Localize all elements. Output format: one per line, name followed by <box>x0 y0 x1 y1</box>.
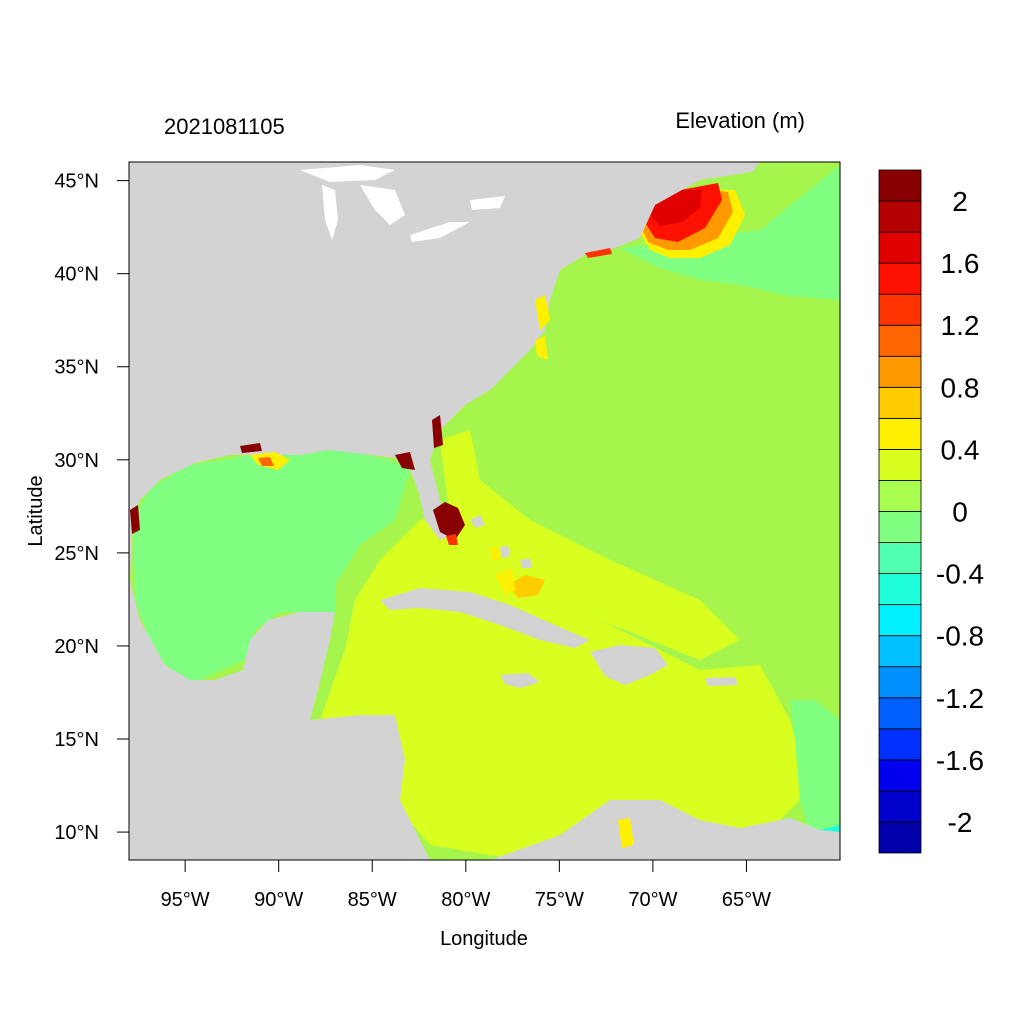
y-tick-label: 25°N <box>54 543 99 565</box>
colorbar-tick-label: 0.4 <box>941 434 980 465</box>
puerto-rico-land <box>705 677 738 686</box>
x-tick-label: 95°W <box>161 889 210 911</box>
y-tick-label: 45°N <box>54 171 99 193</box>
colorbar-tick-label: 2 <box>952 186 968 217</box>
x-tick-label: 65°W <box>722 889 771 911</box>
louisiana-coast-core <box>258 457 274 466</box>
great-lakes <box>300 165 505 242</box>
panhandle-coast-surge <box>240 443 262 453</box>
south-florida-surge <box>433 502 465 540</box>
colorbar-tick-label: -0.4 <box>936 559 984 590</box>
x-tick-label: 80°W <box>441 889 490 911</box>
variable-title: Elevation (m) <box>675 108 805 133</box>
colorbar-swatch <box>878 697 922 730</box>
hispaniola-land <box>590 645 668 685</box>
colorbar-swatch <box>878 355 922 388</box>
y-tick-label: 30°N <box>54 450 99 472</box>
colorbar-tick-label: 1.2 <box>941 310 980 341</box>
south-america-land <box>490 800 840 860</box>
colorbar-tick-label: 1.6 <box>941 248 980 279</box>
lake-ontario <box>470 196 505 210</box>
cuba-land <box>380 588 590 648</box>
big-bend-surge <box>395 452 415 470</box>
andros-surge <box>490 546 500 560</box>
colorbar-swatch <box>878 635 922 668</box>
x-axis-label: Longitude <box>440 928 528 950</box>
colorbar-swatch <box>878 386 922 419</box>
y-tick-label: 35°N <box>54 357 99 379</box>
y-axis-label: Latitude <box>25 475 47 546</box>
map-area <box>129 162 840 860</box>
lake-michigan <box>322 185 338 240</box>
venezuela-coast-surge <box>618 818 634 848</box>
bahamas-bank-ring <box>495 568 515 595</box>
lake-superior <box>300 165 395 182</box>
long-island-sound-surge <box>585 248 612 258</box>
colorbar-labels: 2 1.6 1.2 0.8 0.4 0 -0.4 -0.8 -1.2 -1.6 -2 <box>936 186 984 838</box>
colorbar-swatch <box>878 542 922 574</box>
jamaica-land <box>500 673 540 688</box>
gulf-of-mexico-field <box>133 450 410 680</box>
colorbar-swatch <box>878 759 922 792</box>
y-tick-label: 10°N <box>54 822 99 844</box>
colorbar-tick-label: 0 <box>952 497 968 528</box>
chesapeake-surge <box>535 336 548 360</box>
colorbar-swatch <box>878 169 922 202</box>
colorbar-tick-label: 0.8 <box>941 372 980 403</box>
gulf-of-maine-surge-core <box>645 190 702 226</box>
lake-huron <box>360 185 405 225</box>
colorbar-swatch <box>878 728 922 761</box>
y-tick-label: 15°N <box>54 729 99 751</box>
colorbar-swatch <box>878 200 922 233</box>
colorbar-swatch <box>878 604 922 637</box>
colorbar-tick-label: -1.6 <box>936 745 984 776</box>
colorbar-tick-label: -1.2 <box>936 683 984 714</box>
texas-coast-surge <box>130 505 140 534</box>
mid-atlantic-coast-surge <box>535 295 550 330</box>
georgia-coast-surge <box>432 415 443 448</box>
eastern-caribbean-field <box>790 700 840 840</box>
colorbar-swatch <box>878 417 922 450</box>
y-tick-label: 20°N <box>54 636 99 658</box>
northwest-atlantic-field <box>620 165 840 300</box>
colorbar-swatch <box>878 821 922 854</box>
colorbar <box>878 169 922 854</box>
lake-erie <box>410 222 470 242</box>
bahamas-band-field <box>440 430 740 660</box>
colorbar-tick-label: -0.8 <box>936 621 984 652</box>
x-tick-label: 70°W <box>628 889 677 911</box>
y-axis-ticks: 45°N 40°N 35°N 30°N 25°N 20°N 15°N 10°N <box>54 171 129 844</box>
land-masses <box>129 162 840 860</box>
bahamas-islands <box>470 515 532 568</box>
x-axis-ticks: 95°W 90°W 85°W 80°W 75°W 70°W 65°W <box>161 860 771 911</box>
x-tick-label: 85°W <box>348 889 397 911</box>
florida-tip-surge <box>446 534 458 545</box>
colorbar-swatch <box>878 449 922 481</box>
colorbar-swatch <box>878 573 922 606</box>
bahamas-bank-anomaly <box>508 575 545 598</box>
colorbar-swatch <box>878 511 922 543</box>
coastal-surge-markers <box>130 248 634 848</box>
colorbar-swatch <box>878 480 922 512</box>
x-tick-label: 90°W <box>254 889 303 911</box>
colorbar-swatch <box>878 293 922 326</box>
colorbar-tick-label: -2 <box>948 807 973 838</box>
y-tick-label: 40°N <box>54 264 99 286</box>
x-tick-label: 75°W <box>535 889 584 911</box>
colorbar-swatch <box>878 790 922 823</box>
colorbar-swatch <box>878 324 922 357</box>
colorbar-swatch <box>878 231 922 264</box>
north-america-land <box>129 162 760 860</box>
map-frame <box>128 161 841 861</box>
colorbar-swatch <box>878 262 922 295</box>
colorbar-swatch <box>878 666 922 699</box>
timestamp-title: 2021081105 <box>164 114 285 139</box>
